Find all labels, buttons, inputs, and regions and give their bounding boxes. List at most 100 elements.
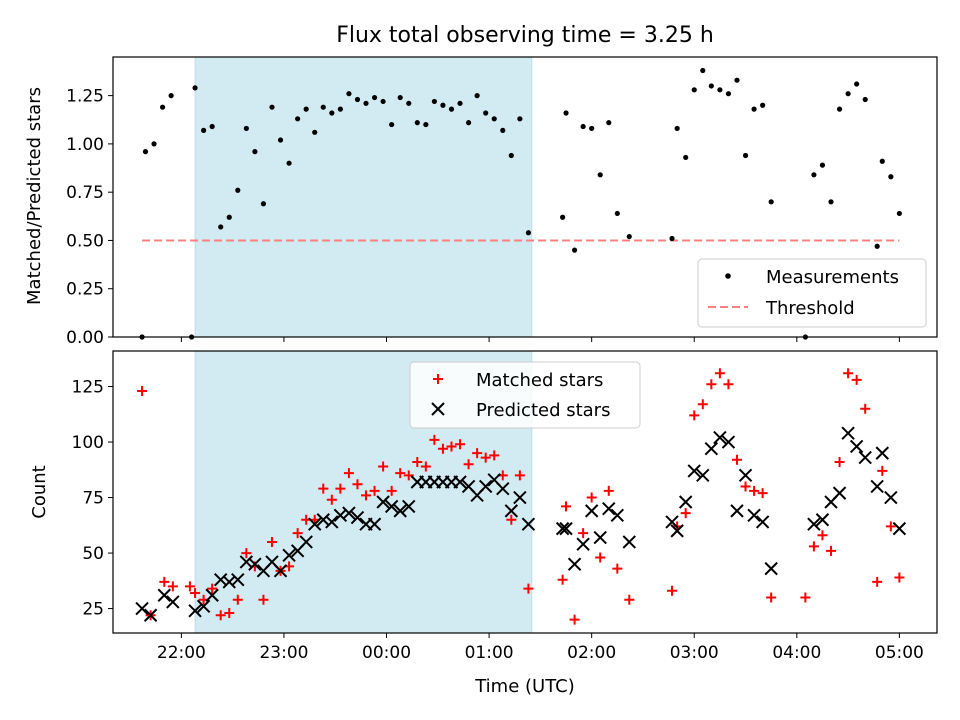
matched-star-marker [395,468,406,479]
measurement-point [491,116,497,122]
measurement-point [626,233,632,240]
measurement-point [708,83,714,89]
predicted-star-marker [496,481,510,496]
measurement-point [862,96,868,103]
x-tick-label: 03:00 [670,643,719,663]
legend-measurement-marker [725,273,731,279]
predicted-star-marker [166,595,180,609]
predicted-star-marker [841,426,855,440]
matched-star-marker [757,488,768,499]
measurement-point [606,120,612,126]
predicted-star-marker [316,513,330,527]
y-tick-label: 100 [72,433,104,453]
matched-star-marker [446,441,457,452]
x-tick-label: 02:00 [567,643,616,663]
measurement-point [845,91,851,97]
matched-star-marker [159,576,170,587]
measurement-point [760,102,766,108]
predicted-star-marker [513,490,527,505]
legend-predicted-marker [431,402,445,416]
predicted-star-marker [593,530,607,545]
measurement-point [517,116,523,122]
measurement-point [597,172,603,178]
matched-star-marker [472,448,483,459]
measurement-point [751,106,757,112]
legend-threshold-label: Threshold [765,298,855,319]
measurement-point [423,121,429,128]
matched-star-marker [523,583,534,594]
predicted-star-marker [350,510,365,525]
measurement-point [226,214,232,220]
matched-star-marker [808,541,819,552]
matched-star-marker [723,379,734,390]
measurement-point [811,172,817,178]
matched-star-marker [714,368,725,379]
matched-star-marker [378,461,389,472]
ratio-panel: 0.00 0.25 0.50 0.75 1.00 1.25 Measurements Thre… [66,56,938,348]
matched-star-marker [697,399,708,410]
matched-star-marker [851,374,862,385]
matched-star-marker [843,368,854,379]
predicted-star-marker [333,508,348,523]
predicted-star-marker [892,521,907,536]
measurement-point [742,152,749,159]
predicted-star-marker [747,508,761,523]
plot-frame [112,56,938,338]
predicted-star-marker [325,515,339,529]
measurement-point [303,106,309,112]
matched-star-marker [167,581,178,592]
measurement-point [896,210,902,217]
measurement-point [209,123,215,130]
matched-star-marker [412,457,423,468]
y-tick-label: 50 [82,544,104,564]
measurement-point [734,77,740,83]
predicted-star-marker [248,557,262,571]
matched-star-marker [603,485,614,496]
predicted-star-marker [157,588,171,602]
predicted-star-marker [807,517,821,531]
measurement-point [691,87,697,93]
predicted-star-marker [576,537,590,551]
matched-star-marker [578,528,589,539]
measurement-point [337,106,343,112]
predicted-star-marker [678,495,693,509]
measurement-point [525,230,532,236]
measurement-point [474,93,480,99]
measurement-point [828,199,834,205]
predicted-star-marker [143,608,158,622]
measurement-point [457,100,463,106]
measurement-point [725,91,732,97]
y-tick-label: 75 [82,489,104,509]
measurement-point [397,94,403,101]
predicted-star-marker [670,524,684,538]
matched-star-marker [335,483,346,494]
matched-star-marker [455,439,466,450]
predicted-star-marker [135,601,149,616]
predicted-star-marker [478,479,493,494]
predicted-star-marker [815,513,830,527]
matched-star-marker [766,592,777,603]
predicted-star-marker [849,439,864,454]
measurement-point [431,98,437,105]
measurement-point [151,141,157,147]
measurement-point [836,106,843,112]
measurement-point [218,224,224,230]
x-tick-label: 00:00 [362,643,411,663]
matched-star-marker [860,403,871,414]
matched-star-marker [569,614,580,625]
measurement-point [560,214,566,220]
y-tick-label: 1.00 [66,135,104,155]
predicted-star-marker [188,604,202,618]
measurement-point [683,154,689,161]
legend-matched-marker [433,374,443,384]
measurement-point [260,201,267,207]
matched-star-marker [207,583,218,594]
matched-star-marker [480,452,491,463]
predicted-star-marker [299,535,313,549]
measurement-point [879,158,885,164]
measurement-point [354,96,361,103]
legend-matched-label: Matched stars [476,370,603,391]
measurement-point [669,235,675,242]
predicted-star-marker [567,557,582,571]
matched-star-marker [680,508,691,519]
